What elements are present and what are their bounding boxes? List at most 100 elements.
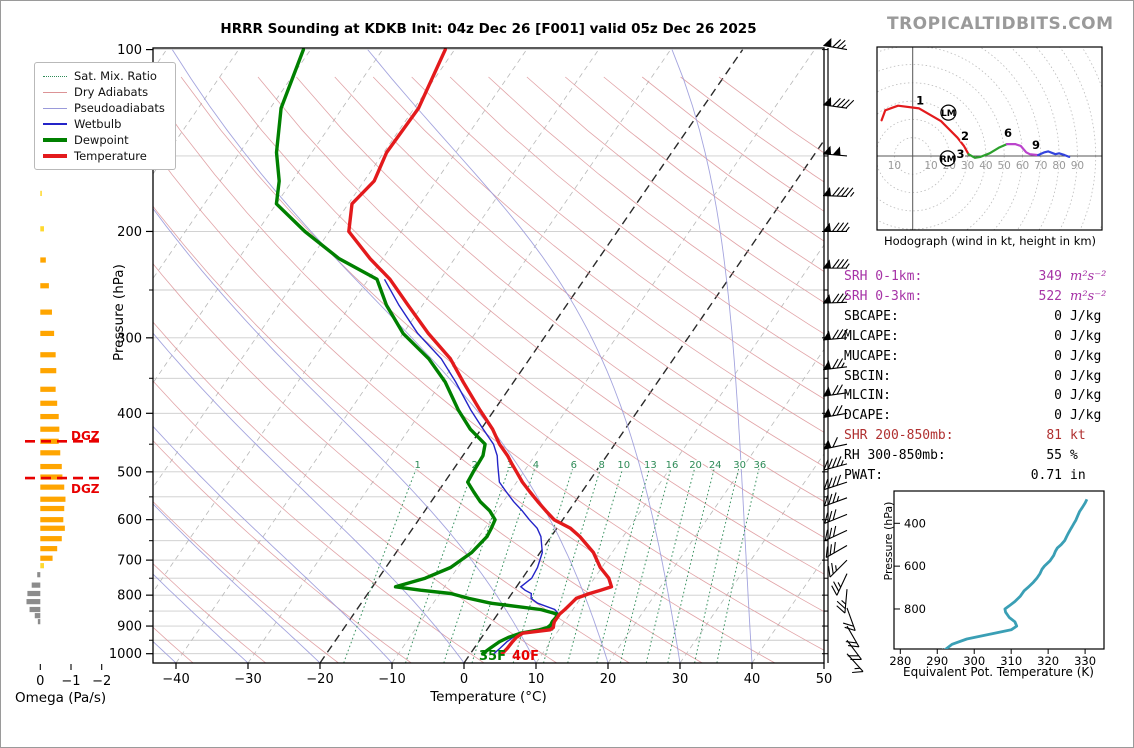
index-row: SHR 200-850mb: 81 kt: [844, 426, 1126, 446]
hodograph-height-label: 1: [916, 93, 924, 107]
legend-item-dewpoint: Dewpoint: [43, 132, 165, 148]
hodograph-trace-3-6: [967, 143, 1008, 159]
svg-text:40: 40: [979, 160, 992, 172]
legend-item-label: Pseudoadiabats: [74, 101, 165, 115]
svg-text:300: 300: [963, 654, 985, 668]
svg-text:−30: −30: [234, 672, 261, 687]
index-value: 0: [1054, 408, 1062, 424]
wind-barb: [823, 222, 850, 233]
svg-text:600: 600: [117, 513, 142, 528]
omega-bar: [40, 517, 64, 523]
index-unit: J/kg: [1070, 388, 1102, 404]
svg-text:330: 330: [1074, 654, 1096, 668]
wind-barb: [822, 187, 855, 197]
wind-barb: [823, 456, 848, 471]
omega-bar: [40, 309, 52, 315]
wind-barb: [823, 384, 848, 397]
wind-barb: [825, 541, 848, 558]
legend-item-label: Dewpoint: [74, 133, 129, 147]
omega-bar: [40, 496, 66, 502]
mixratio-line-sample: [43, 75, 67, 77]
omega-bar: [40, 484, 65, 490]
omega-axis-label: Omega (Pa/s): [15, 690, 107, 706]
thetae-curve: [941, 498, 1089, 649]
hodograph-trace-0-3: [880, 104, 970, 156]
svg-text:50: 50: [816, 672, 833, 687]
index-row: SBCAPE: 0 J/kg: [844, 307, 1126, 327]
hodograph-height-label: 9: [1032, 138, 1040, 152]
svg-text:30: 30: [961, 160, 974, 172]
omega-bar: [29, 606, 41, 613]
wind-barb: [827, 559, 848, 578]
svg-text:10: 10: [924, 160, 937, 172]
svg-text:0: 0: [460, 672, 468, 687]
index-value: 349: [1038, 269, 1062, 284]
omega-bar: [40, 563, 44, 569]
svg-text:90: 90: [1071, 160, 1084, 172]
wind-barb: [836, 589, 848, 614]
watermark: TROPICALTIDBITS.COM: [887, 14, 1114, 34]
dewpoint-line-sample: [43, 138, 67, 142]
storm-motion-marker: [939, 150, 956, 167]
index-value: 0: [1054, 388, 1062, 404]
index-unit: J/kg: [1070, 408, 1102, 424]
hodograph-height-label: 2: [961, 129, 969, 143]
wind-barb: [824, 525, 848, 542]
svg-text:200: 200: [117, 225, 142, 240]
wetbulb-line-sample: [43, 123, 67, 125]
index-row: SRH 0-3km: 522 m²s⁻²: [844, 287, 1126, 307]
index-label: SRH 0-3km:: [844, 288, 923, 304]
index-row: SRH 0-1km: 349 m²s⁻²: [844, 267, 1126, 287]
sounding-curves: [274, 48, 614, 656]
svg-text:20: 20: [600, 672, 617, 687]
hodograph-frame: [876, 46, 1103, 231]
wind-barb-column: [822, 37, 864, 674]
omega-bar: [40, 226, 44, 232]
index-unit: J/kg: [1070, 348, 1102, 364]
thetae-frame: [893, 490, 1105, 650]
mixing-ratio-label: 3: [507, 460, 513, 471]
svg-text:50: 50: [998, 160, 1011, 172]
skewt-y-axis-label: Pressure (hPa): [111, 264, 127, 361]
mixing-ratio-label: 2: [472, 460, 478, 471]
skewt-background: 1 2 3 4 6 8 10 13 16 20 24 30 36: [153, 49, 824, 663]
mixing-ratio-label: 10: [617, 460, 630, 471]
legend-item-mixratio: Sat. Mix. Ratio: [43, 68, 165, 84]
index-unit: m²s⁻²: [1070, 288, 1107, 304]
svg-text:320: 320: [1037, 654, 1059, 668]
svg-text:310: 310: [1000, 654, 1022, 668]
storm-motion-marker: [940, 104, 957, 121]
svg-text:800: 800: [117, 589, 142, 604]
omega-bar: [34, 613, 41, 619]
wind-barb: [823, 474, 848, 491]
mixing-ratio-label: 1: [415, 460, 421, 471]
wind-barb: [822, 293, 849, 304]
index-label: SHR 200-850mb:: [844, 428, 954, 444]
omega-bar: [40, 525, 65, 531]
index-unit: %: [1070, 448, 1078, 464]
hodograph-trace-9+: [1037, 150, 1071, 158]
surface-temperature-label: 40F: [512, 649, 539, 664]
index-value: 0: [1054, 328, 1062, 344]
omega-bar: [27, 590, 41, 597]
svg-text:700: 700: [117, 554, 142, 569]
legend-item-pseudoadiabat: Pseudoadiabats: [43, 100, 165, 116]
legend-item-dryadiabat: Dry Adiabats: [43, 84, 165, 100]
svg-text:10: 10: [888, 160, 901, 172]
wind-barb: [842, 607, 856, 632]
svg-text:−10: −10: [378, 672, 405, 687]
legend-item-temperature: Temperature: [43, 148, 165, 164]
wind-barb: [823, 145, 848, 157]
omega-bar: [40, 505, 65, 512]
index-label: DCAPE:: [844, 408, 891, 424]
index-label: SBCAPE:: [844, 308, 899, 324]
index-unit: J/kg: [1070, 368, 1102, 384]
index-value: 81: [1046, 428, 1062, 444]
hodograph-height-label: 6: [1004, 126, 1012, 140]
wind-barb: [831, 573, 848, 596]
svg-text:RM: RM: [940, 155, 956, 165]
svg-text:10: 10: [528, 672, 545, 687]
mixing-ratio-label: 8: [598, 460, 604, 471]
